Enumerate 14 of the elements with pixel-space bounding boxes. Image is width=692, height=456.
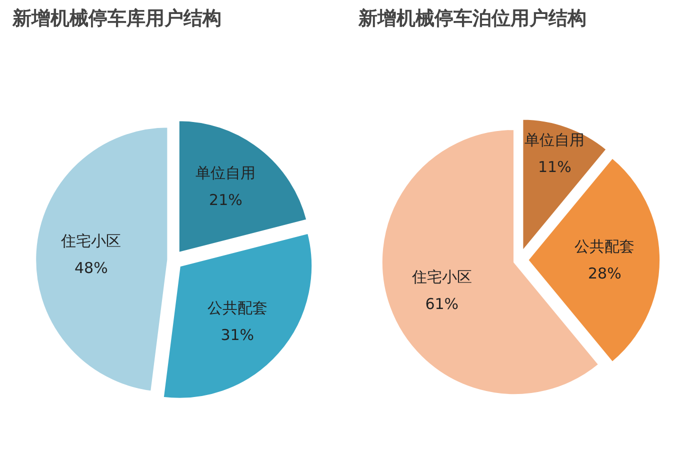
slice-label: 住宅小区	[410, 268, 472, 286]
data-label: 48%	[74, 258, 108, 277]
data-label: 28%	[588, 264, 622, 283]
data-label: 31%	[220, 326, 254, 344]
data-label: 11%	[538, 158, 572, 176]
chart-title: 新增机械停车库用户结构	[12, 8, 222, 30]
slice-label: 单位自用	[196, 164, 256, 182]
slice-label: 公共配套	[207, 299, 268, 318]
data-label: 21%	[209, 190, 242, 209]
data-label: 61%	[425, 295, 459, 314]
chart-title: 新增机械停车泊位用户结构	[358, 8, 586, 30]
slice-label: 单位自用	[524, 130, 585, 149]
slice-label: 公共配套	[574, 238, 635, 256]
slice-label: 住宅小区	[60, 232, 122, 250]
